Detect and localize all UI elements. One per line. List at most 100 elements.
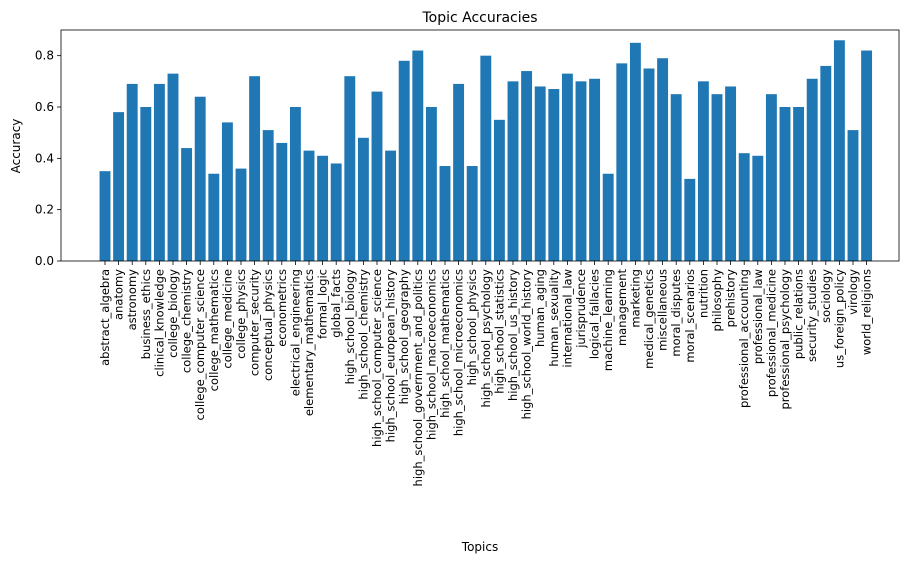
x-tick-label: astronomy [125,269,139,331]
x-tick-label: professional_accounting [737,269,751,408]
bar-miscellaneous [657,58,669,262]
x-tick-label: machine_learning [601,269,615,371]
bar-professional_psychology [779,107,791,261]
x-ticks-group: abstract_algebra anatomy astronomy business… [98,261,874,486]
x-tick-label: international_law [560,269,574,368]
bar-college_computer_science [194,96,206,261]
y-tick-label: 0.2 [35,203,54,217]
y-tick-label: 0.8 [35,49,54,63]
x-tick-label: computer_security [248,269,262,376]
x-tick-label: anatomy [112,269,126,320]
bar-astronomy [126,83,138,262]
x-tick-label: high_school_microeconomics [452,269,466,436]
bar-human_aging [534,86,546,261]
x-tick-label: elementary_mathematics [302,269,316,416]
x-tick-label: moral_disputes [669,269,683,357]
y-tick-label: 0.4 [35,151,54,165]
x-tick-label: college_physics [234,269,248,359]
bar-professional_medicine [765,94,777,261]
chart-title: Topic Accuracies [421,10,537,26]
bar-logical_fallacies [589,78,601,262]
y-axis-label: Accuracy [9,119,23,174]
bar-college_mathematics [208,173,220,261]
bar-business_ethics [140,107,152,261]
x-tick-label: global_facts [329,269,343,338]
bar-management [616,63,628,262]
bar-us_foreign_policy [833,40,845,261]
bar-moral_scenarios [684,178,696,261]
x-tick-label: us_foreign_policy [832,269,846,368]
bar-high_school_psychology [480,55,492,261]
bar-prehistory [725,86,737,261]
bar-high_school_physics [466,166,478,261]
bar-nutrition [697,81,709,261]
x-tick-label: virology [846,269,860,315]
bar-computer_security [249,76,261,261]
x-tick-label: abstract_algebra [98,269,112,366]
bar-high_school_statistics [493,119,505,261]
bar-international_law [561,73,573,261]
bar-machine_learning [602,173,614,261]
x-tick-label: college_computer_science [193,269,207,420]
x-tick-label: college_medicine [220,269,234,369]
bar-high_school_world_history [521,71,533,261]
bar-global_facts [330,163,342,261]
x-tick-label: human_aging [533,269,547,347]
bar-sociology [820,65,832,262]
bar-high_school_european_history [385,150,397,261]
x-tick-label: nutrition [696,269,710,318]
x-tick-label: clinical_knowledge [152,269,166,377]
bar-elementary_mathematics [303,150,315,261]
bar-moral_disputes [670,94,682,261]
x-tick-label: conceptual_physics [261,269,275,381]
bar-high_school_microeconomics [453,83,465,262]
bar-human_sexuality [548,89,560,261]
bar-high_school_computer_science [371,91,383,261]
x-tick-label: logical_fallacies [588,269,602,359]
x-axis-label: Topics [461,540,498,554]
bar-world_religions [861,50,873,261]
x-tick-label: high_school_world_history [520,269,534,420]
plot-frame [60,29,900,262]
x-tick-label: high_school_us_history [506,269,520,401]
x-tick-label: prehistory [724,269,738,328]
bar-econometrics [276,142,288,261]
bar-high_school_mathematics [439,166,451,261]
x-tick-label: college_biology [166,269,180,358]
x-tick-label: college_chemistry [180,269,194,373]
x-tick-label: professional_medicine [764,269,778,397]
x-tick-label: high_school_geography [397,269,411,405]
x-tick-label: college_mathematics [207,269,221,391]
x-tick-label: high_school_mathematics [438,269,452,418]
x-tick-label: security_studies [805,269,819,362]
y-tick-label: 0.0 [35,254,54,268]
bars-group [99,40,873,262]
x-tick-label: miscellaneous [656,269,670,351]
x-tick-label: high_school_government_and_politics [411,269,425,486]
x-tick-label: professional_law [751,269,765,364]
bar-high_school_geography [398,60,410,261]
x-tick-label: medical_genetics [642,269,656,369]
bar-high_school_biology [344,76,356,261]
x-tick-label: public_relations [792,269,806,359]
bar-high_school_chemistry [357,137,369,261]
bar-college_physics [235,168,247,261]
bar-abstract_algebra [99,171,111,261]
x-tick-label: high_school_physics [465,269,479,385]
bar-clinical_knowledge [153,83,165,262]
bar-jurisprudence [575,81,587,261]
x-tick-label: electrical_engineering [288,269,302,396]
x-tick-label: moral_scenarios [683,269,697,363]
bar-high_school_us_history [507,81,519,261]
bar-philosophy [711,94,723,261]
x-tick-label: high_school_computer_science [370,269,384,447]
bar-college_chemistry [181,148,193,261]
x-tick-label: philosophy [710,269,724,332]
bar-electrical_engineering [289,107,301,261]
x-tick-label: econometrics [275,269,289,347]
x-tick-label: high_school_european_history [384,269,398,443]
x-tick-label: high_school_statistics [492,269,506,394]
y-ticks-group: 0.0 0.2 0.4 0.6 0.8 [35,49,61,268]
bar-virology [847,130,859,261]
